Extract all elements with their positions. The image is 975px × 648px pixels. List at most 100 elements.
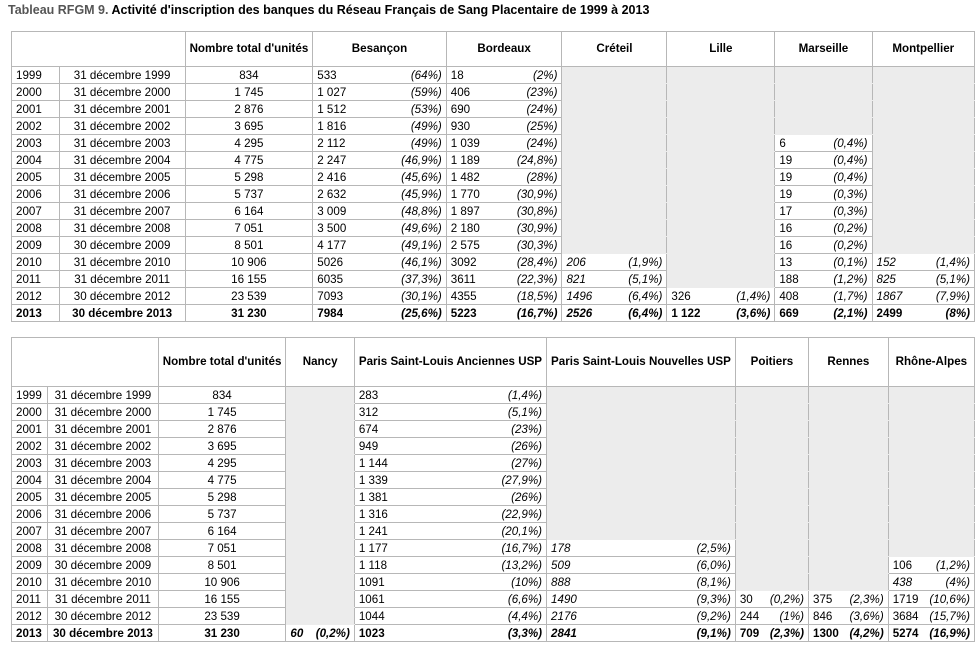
poitiers-empty [734, 539, 810, 557]
paris-saint-louis-anciennes-usp-percent: (26%) [452, 488, 548, 506]
header-blank [11, 337, 159, 387]
creteil-empty [561, 134, 668, 152]
total-cell: 834 [184, 66, 314, 84]
marseille-percent: (2,1%) [824, 304, 873, 322]
bordeaux-percent: (25%) [497, 117, 563, 135]
date-cell: 31 décembre 2006 [58, 185, 186, 203]
besancon-percent: (53%) [376, 100, 447, 118]
nancy-count: 60 [285, 624, 311, 642]
lille-empty [666, 151, 776, 169]
bordeaux-percent: (30,3%) [497, 236, 563, 254]
total-cell: 3 695 [184, 117, 314, 135]
total-cell: 5 298 [184, 168, 314, 186]
marseille-percent: (0,4%) [824, 168, 873, 186]
table-row-2013: 2013 30 décembre 2013 31 230 60 (0,2%) 1023 (3… [10, 624, 975, 642]
bordeaux-count: 1 189 [445, 151, 498, 169]
total-cell: 8 501 [157, 556, 287, 574]
rhone-alpes-empty [887, 437, 975, 455]
total-cell: 2 876 [157, 420, 287, 438]
marseille-count: 16 [774, 236, 825, 254]
table-row-2004: 2004 31 décembre 2004 4 775 2 247 (46,9%) 1 1… [11, 151, 975, 169]
montpellier-empty [871, 202, 975, 220]
date-cell: 31 décembre 2001 [47, 420, 159, 438]
year-cell: 2004 [11, 151, 60, 169]
bordeaux-percent: (28%) [497, 168, 563, 186]
rhone-alpes-empty [887, 403, 975, 421]
besancon-percent: (45,9%) [376, 185, 447, 203]
besancon-percent: (25,6%) [376, 304, 447, 322]
table-row-2000: 2000 31 décembre 2000 1 745 312 (5,1%) [10, 403, 975, 421]
paris-saint-louis-nouvelles-usp-empty [546, 522, 736, 540]
rhone-alpes-percent: (4%) [924, 573, 975, 591]
rhone-alpes-empty [887, 522, 975, 540]
year-cell: 2004 [10, 471, 49, 489]
date-cell: 31 décembre 2005 [47, 488, 159, 506]
creteil-percent: (6,4%) [612, 287, 668, 305]
poitiers-empty [734, 556, 810, 574]
date-cell: 30 décembre 2013 [47, 624, 159, 642]
bordeaux-count: 690 [445, 100, 498, 118]
creteil-empty [561, 117, 668, 135]
lille-empty [666, 134, 776, 152]
bordeaux-count: 1 039 [445, 134, 498, 152]
column-header-paris-saint-louis-nouvelles-usp: Paris Saint-Louis Nouvelles USP [546, 337, 736, 387]
lille-empty [666, 236, 776, 254]
paris-saint-louis-anciennes-usp-percent: (20,1%) [452, 522, 548, 540]
table-row-2004: 2004 31 décembre 2004 4 775 1 339 (27,9%) [10, 471, 975, 489]
date-cell: 31 décembre 2007 [47, 522, 159, 540]
nancy-empty [285, 471, 355, 489]
date-cell: 30 décembre 2012 [58, 287, 186, 305]
besancon-count: 2 112 [312, 134, 377, 152]
paris-saint-louis-nouvelles-usp-empty [546, 454, 736, 472]
creteil-empty [561, 83, 668, 101]
paris-saint-louis-nouvelles-usp-percent: (6,0%) [645, 556, 736, 574]
bordeaux-count: 1 482 [445, 168, 498, 186]
poitiers-empty [734, 488, 810, 506]
table-row-2006: 2006 31 décembre 2006 5 737 1 316 (22,9%) [10, 505, 975, 523]
marseille-count: 16 [774, 219, 825, 237]
besancon-percent: (49,1%) [376, 236, 447, 254]
montpellier-percent: (1,4%) [920, 253, 975, 271]
bordeaux-count: 3611 [445, 270, 498, 288]
nancy-empty [285, 573, 355, 591]
year-cell: 2003 [11, 134, 60, 152]
date-cell: 31 décembre 2011 [47, 590, 159, 608]
year-cell: 2000 [11, 83, 60, 101]
montpellier-count: 825 [871, 270, 921, 288]
lille-percent: (3,6%) [719, 304, 776, 322]
montpellier-empty [871, 66, 975, 84]
lille-count: 1 122 [666, 304, 720, 322]
rhone-alpes-empty [887, 505, 975, 523]
besancon-percent: (45,6%) [376, 168, 447, 186]
table-row-2001: 2001 31 décembre 2001 2 876 1 512 (53%) 690 (2… [11, 100, 975, 118]
marseille-percent: (0,2%) [824, 219, 873, 237]
marseille-percent: (1,7%) [824, 287, 873, 305]
nancy-empty [285, 454, 355, 472]
table-row-2010: 2010 31 décembre 2010 10 906 1091 (10%) 888 (8… [10, 573, 975, 591]
paris-saint-louis-anciennes-usp-count: 1 339 [353, 471, 453, 489]
poitiers-empty [734, 471, 810, 489]
bordeaux-count: 5223 [445, 304, 498, 322]
paris-saint-louis-nouvelles-usp-count: 888 [546, 573, 646, 591]
total-cell: 6 164 [157, 522, 287, 540]
rhone-alpes-percent: (1,2%) [924, 556, 975, 574]
besancon-percent: (64%) [376, 66, 447, 84]
rhone-alpes-empty [887, 420, 975, 438]
column-header-rhone-alpes: Rhône-Alpes [887, 337, 975, 387]
paris-saint-louis-anciennes-usp-percent: (5,1%) [452, 403, 548, 421]
total-cell: 4 295 [184, 134, 314, 152]
rennes-empty [808, 573, 889, 591]
lille-empty [666, 100, 776, 118]
nancy-empty [285, 420, 355, 438]
paris-saint-louis-nouvelles-usp-percent: (8,1%) [645, 573, 736, 591]
rennes-percent: (3,6%) [845, 607, 889, 625]
column-header-bordeaux: Bordeaux [445, 31, 563, 67]
rennes-empty [808, 556, 889, 574]
rhone-alpes-percent: (15,7%) [924, 607, 975, 625]
marseille-empty [774, 100, 873, 118]
poitiers-empty [734, 454, 810, 472]
total-cell: 2 876 [184, 100, 314, 118]
bordeaux-count: 4355 [445, 287, 498, 305]
montpellier-percent: (8%) [920, 304, 975, 322]
table-row-2011: 2011 31 décembre 2011 16 155 1061 (6,6%) 1490… [10, 590, 975, 608]
